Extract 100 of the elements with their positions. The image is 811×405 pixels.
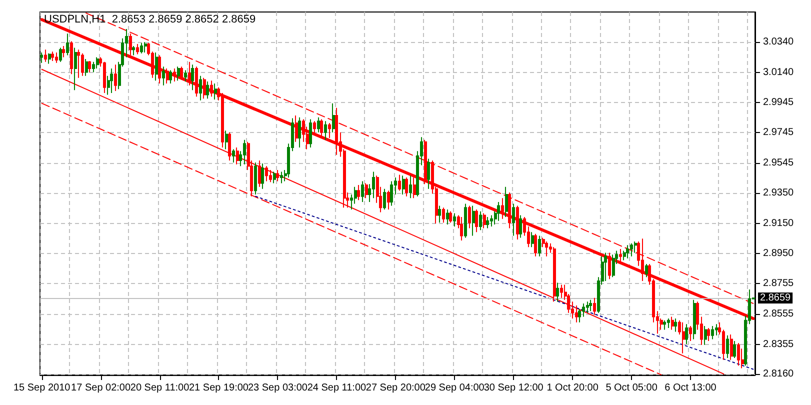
candlestick <box>210 80 213 98</box>
candlestick <box>155 52 158 82</box>
candlestick <box>405 176 408 197</box>
x-tick-label: 6 Oct 13:00 <box>664 382 717 394</box>
x-tick-label: 1 Oct 20:00 <box>546 382 599 394</box>
candlestick <box>707 327 710 342</box>
x-tick-label: 5 Oct 05:00 <box>606 382 658 394</box>
candlestick <box>214 83 217 100</box>
candlestick <box>383 188 386 210</box>
candlestick <box>273 171 276 184</box>
y-tick-label: 2.9745 <box>763 127 794 138</box>
candlestick <box>228 132 231 162</box>
candlestick <box>129 33 132 56</box>
x-tick-label: 27 Sep 20:00 <box>366 382 426 394</box>
y-tick-label: 2.8755 <box>763 278 794 289</box>
candlestick <box>114 64 117 92</box>
y-tick-label: 3.0140 <box>763 67 794 78</box>
candlestick <box>77 49 80 78</box>
candlestick <box>693 299 696 340</box>
candlestick <box>586 301 589 314</box>
candlestick <box>671 316 674 330</box>
candlestick <box>409 175 412 199</box>
candlestick <box>630 242 633 257</box>
candlestick <box>169 70 172 84</box>
x-tick-label: 21 Sep 19:00 <box>189 382 249 394</box>
candlestick <box>203 77 206 100</box>
candlestick <box>490 214 493 227</box>
candlestick <box>92 61 95 73</box>
candlestick <box>501 198 504 220</box>
candlestick <box>332 102 335 133</box>
candlestick <box>361 180 364 202</box>
candlestick <box>641 238 644 282</box>
candlestick <box>298 116 301 148</box>
y-tick-label: 2.8160 <box>763 368 794 380</box>
y-tick-label: 2.8555 <box>763 308 794 320</box>
candlestick <box>132 45 135 56</box>
candlestick <box>365 182 368 199</box>
x-tick-label: 17 Sep 02:00 <box>71 382 131 394</box>
candlestick <box>730 334 733 360</box>
candlestick <box>453 212 456 227</box>
candlestick <box>184 70 187 82</box>
candlestick <box>62 45 65 58</box>
candlestick <box>483 212 486 229</box>
candlestick <box>634 241 637 254</box>
candlestick <box>711 325 714 340</box>
candlestick <box>206 81 209 100</box>
candlestick <box>372 171 375 199</box>
candlestick <box>726 334 729 358</box>
candlestick <box>468 205 471 229</box>
candlestick <box>545 241 548 257</box>
candlestick <box>486 216 489 229</box>
candlestick <box>177 66 180 82</box>
candlestick <box>258 160 261 188</box>
candlestick <box>398 174 401 192</box>
candlestick <box>390 180 393 206</box>
candlestick <box>110 68 113 94</box>
candlestick <box>276 169 279 182</box>
candlestick <box>402 175 405 195</box>
candlestick <box>674 318 677 332</box>
candlestick <box>438 205 441 224</box>
candlestick <box>534 233 537 257</box>
candlestick <box>663 320 666 330</box>
candlestick <box>225 130 228 150</box>
x-tick-label: 30 Sep 12:00 <box>484 382 544 394</box>
candlestick <box>413 176 416 199</box>
candlestick <box>158 54 161 84</box>
candlestick <box>85 58 88 76</box>
y-tick-label: 2.9945 <box>763 96 794 108</box>
candlestick <box>136 43 139 55</box>
candlestick <box>685 324 688 344</box>
candlestick <box>162 66 165 86</box>
y-tick-label: 2.9545 <box>763 158 794 169</box>
candlestick <box>667 318 670 328</box>
candlestick <box>59 47 62 62</box>
candlestick <box>475 209 478 233</box>
candlestick <box>51 51 54 62</box>
candlestick <box>313 120 316 135</box>
candlestick <box>357 184 360 201</box>
candlestick <box>619 248 622 263</box>
candlestick <box>575 304 578 323</box>
candlestick <box>295 114 298 142</box>
candlestick <box>243 139 246 165</box>
candlestick <box>427 158 430 190</box>
candlestick <box>464 203 467 238</box>
y-tick-label: 2.9350 <box>763 187 794 198</box>
candlestick <box>608 252 611 280</box>
candlestick <box>40 52 43 64</box>
candlestick <box>715 324 718 336</box>
candlestick <box>70 40 73 75</box>
candlestick <box>309 118 312 148</box>
candlestick <box>704 325 707 346</box>
candlestick <box>180 66 183 80</box>
candlestick <box>96 56 99 69</box>
candlestick <box>195 66 198 98</box>
candlestick <box>682 322 685 354</box>
candlestick <box>144 42 147 53</box>
candlestick <box>328 122 331 139</box>
candlestick <box>593 297 596 316</box>
y-tick-label: 3.0340 <box>763 36 794 48</box>
candlestick <box>460 216 463 241</box>
